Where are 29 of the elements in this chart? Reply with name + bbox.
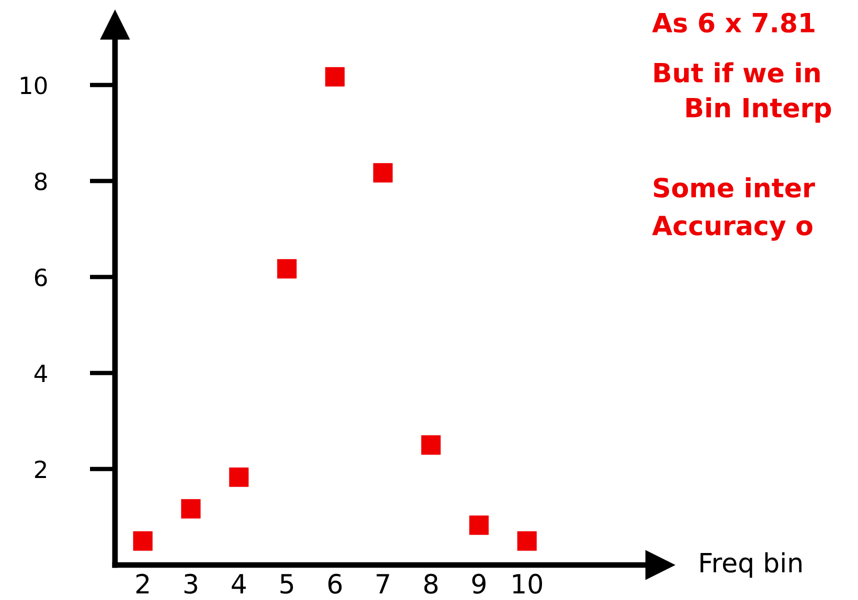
y-tick-label: 10 [20,76,47,94]
point [133,531,153,551]
y-tick-label: 6 [34,268,47,286]
text: But if we in [654,62,820,83]
point [277,259,297,279]
x-tick-label: 5 [280,574,293,594]
text: As 6 x 7.81 [652,12,814,33]
point [469,515,489,535]
text: Some inter [654,177,815,198]
x-tick-label: 6 [328,574,342,594]
x-tick-label: 3 [184,574,198,594]
x-tick-label: 7 [376,574,390,594]
text: Bin Interp [686,97,831,123]
x-tick-label: 4 [232,574,246,594]
x-tick-label: 2 [136,574,149,594]
text: Freq bin [700,552,802,578]
point [421,435,441,455]
point [517,531,537,551]
point [325,67,345,87]
point [373,163,393,183]
x-tick-label: 9 [472,574,486,594]
y-tick-label: 4 [34,364,48,382]
x-tick-label: 8 [424,574,438,594]
y-tick-label: 8 [34,172,47,190]
point [181,499,201,519]
x-tick-label: 10 [513,574,542,594]
text: Accuracy o [652,216,812,241]
y-tick-label: 2 [35,460,46,478]
point [229,467,249,487]
